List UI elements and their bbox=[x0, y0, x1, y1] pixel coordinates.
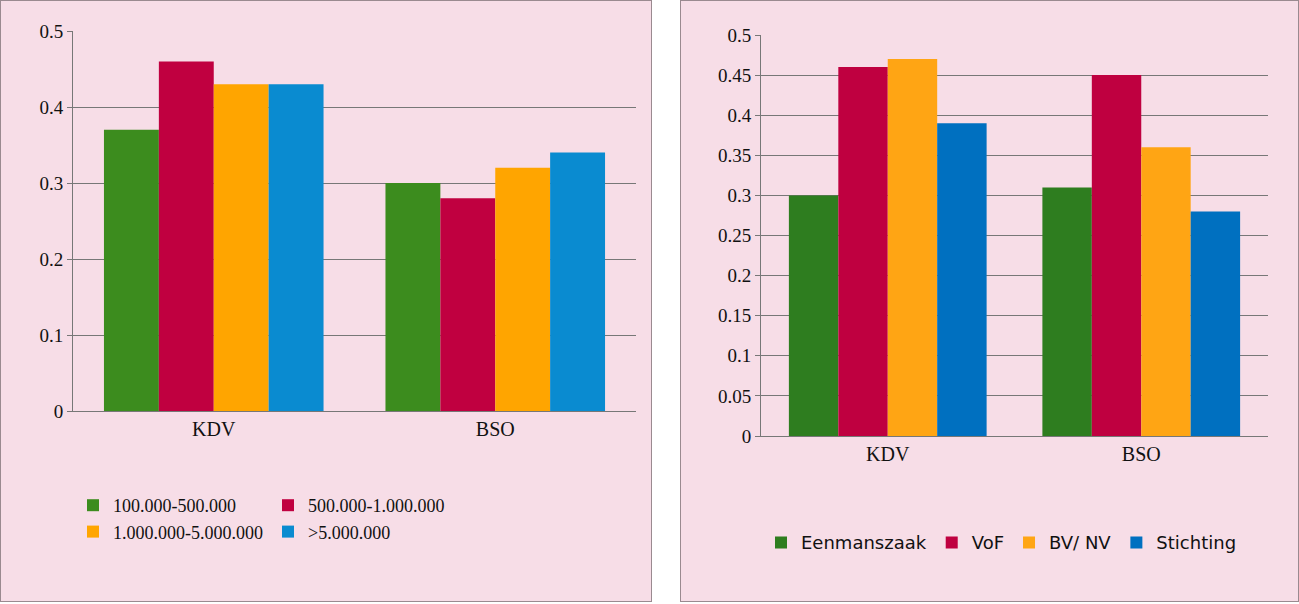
svg-text:0.05: 0.05 bbox=[718, 386, 751, 407]
svg-text:BSO: BSO bbox=[1122, 443, 1161, 465]
svg-text:0: 0 bbox=[54, 401, 64, 422]
svg-text:0.5: 0.5 bbox=[39, 21, 63, 42]
svg-text:KDV: KDV bbox=[866, 443, 910, 465]
svg-text:VoF: VoF bbox=[972, 532, 1004, 553]
svg-text:0.5: 0.5 bbox=[727, 25, 751, 46]
svg-text:Stichting: Stichting bbox=[1156, 532, 1236, 553]
svg-text:500.000-1.000.000: 500.000-1.000.000 bbox=[308, 496, 445, 516]
svg-text:0.35: 0.35 bbox=[718, 145, 751, 166]
svg-text:BV/ NV: BV/ NV bbox=[1049, 532, 1111, 553]
svg-text:1.000.000-5.000.000: 1.000.000-5.000.000 bbox=[113, 523, 263, 543]
svg-text:0.45: 0.45 bbox=[718, 65, 751, 86]
svg-text:Eenmanszaak: Eenmanszaak bbox=[801, 532, 927, 553]
svg-text:0.15: 0.15 bbox=[718, 305, 751, 326]
svg-text:100.000-500.000: 100.000-500.000 bbox=[113, 496, 236, 516]
svg-text:0.4: 0.4 bbox=[39, 97, 63, 118]
svg-text:0.1: 0.1 bbox=[39, 325, 63, 346]
svg-text:0.3: 0.3 bbox=[727, 185, 751, 206]
svg-text:0: 0 bbox=[742, 426, 752, 447]
svg-text:0.2: 0.2 bbox=[39, 249, 63, 270]
svg-text:0.25: 0.25 bbox=[718, 225, 751, 246]
svg-text:BSO: BSO bbox=[476, 418, 515, 440]
svg-text:0.2: 0.2 bbox=[727, 265, 751, 286]
svg-text:KDV: KDV bbox=[192, 418, 236, 440]
svg-text:0.1: 0.1 bbox=[727, 345, 751, 366]
svg-text:0.4: 0.4 bbox=[727, 105, 751, 126]
svg-text:>5.000.000: >5.000.000 bbox=[308, 523, 390, 543]
svg-text:0.3: 0.3 bbox=[39, 173, 63, 194]
